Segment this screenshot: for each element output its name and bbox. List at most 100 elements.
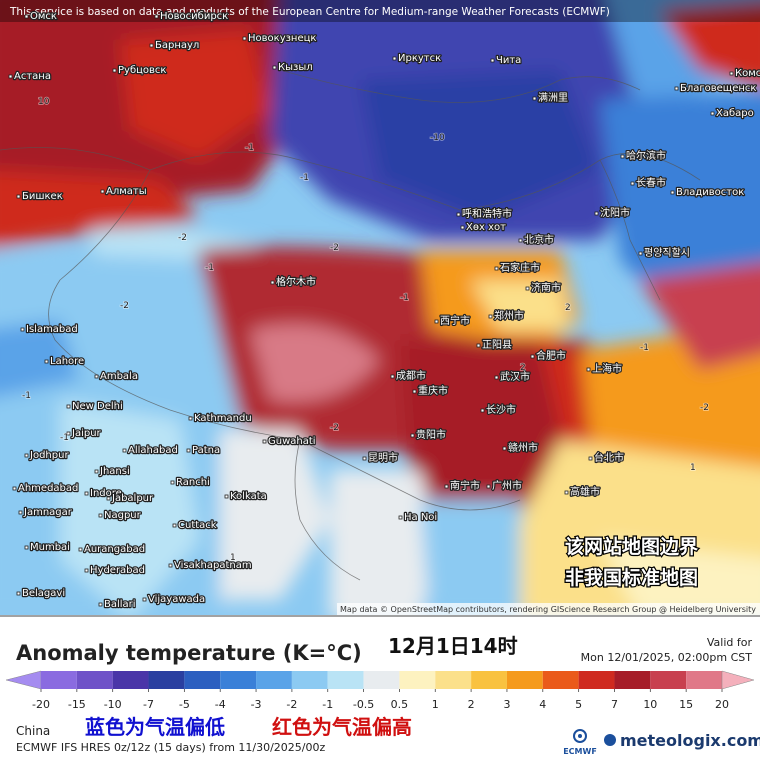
city-label: 北京市 [524,233,554,246]
city-dot [434,319,439,324]
city-label: 长春市 [636,176,666,189]
city-dot [525,286,530,291]
colorbar-segment [435,671,472,689]
city-dot [100,189,105,194]
colorbar-tick-label: 10 [643,698,657,711]
colorbar-segment [148,671,185,689]
colorbar-tick-label: -4 [215,698,226,711]
note-warm: 红色为气温偏高 [272,715,412,739]
colorbar-tick-label: -3 [251,698,262,711]
city-label: Hyderabad [90,565,145,576]
legend-title: Anomaly temperature (K=°C) [16,641,362,665]
city-dot [24,453,29,458]
city-dot [710,111,715,116]
city-label: 合肥市 [536,349,566,362]
contour-label: -10 [430,133,445,143]
city-label: Владивосток [676,187,744,198]
city-label: Allahabad [128,445,178,456]
city-dot [398,515,403,520]
city-dot [410,433,415,438]
city-label: Indore [90,488,122,499]
colorbar-segment [614,671,651,689]
disclaimer-line: 非我国标准地图 [565,566,698,589]
ecmwf-text: ECMWF [563,747,597,756]
city-label: 武汉市 [500,370,530,383]
contour-label: 10 [38,97,50,107]
valid-label: Valid for [707,636,753,649]
colorbar-tick-label: 5 [575,698,582,711]
colorbar-segment [506,671,543,689]
colorbar-segment [399,671,436,689]
city-dot [170,480,175,485]
city-dot [486,484,491,489]
colorbar-segment [76,671,113,689]
city-label: Комс [735,68,760,79]
city-dot [16,194,21,199]
city-label: Kathmandu [194,413,252,424]
city-label: Mumbai [30,542,70,553]
city-dot [98,602,103,607]
city-label: Jodhpur [29,450,69,461]
contour-label: -1 [400,293,409,303]
city-label: Kolkata [230,491,267,502]
city-dot [494,375,499,380]
colorbar-tick-label: 0.5 [391,698,409,711]
contour-label: -1 [60,433,69,443]
colorbar-tick-label: 1 [432,698,439,711]
city-dot [242,36,247,41]
colorbar-segment [327,671,364,689]
city-label: Иркутск [398,53,441,64]
colorbar-tick-label: -20 [32,698,50,711]
city-label: 台北市 [594,451,624,464]
city-label: Омск [30,11,57,22]
city-label: Ranchi [176,477,210,488]
city-dot [460,225,465,230]
city-label: 成都市 [396,369,426,382]
colorbar-tick-label: -15 [68,698,86,711]
city-dot [188,416,193,421]
city-dot [270,280,275,285]
city-label: 赣州市 [508,441,538,454]
city-label: 평양직할시 [644,247,690,259]
city-label: 重庆市 [418,384,448,397]
contour-label: -1 [22,391,31,401]
city-label: Рубцовск [118,65,166,76]
city-dot [66,404,71,409]
colorbar-segment [650,671,687,689]
city-dot [186,448,191,453]
attribution: Map data © OpenStreetMap contributors, r… [340,605,756,614]
city-label: Барнаул [155,40,199,51]
colorbar-tick-label: 4 [539,698,546,711]
city-label: Хабаро [716,108,754,119]
contour-labels: -1 -2 -10 -1 -2 -1 10 -2 -1 2 -1 -2 -1 2 1 -1 -2 1 [21,96,709,564]
borders [0,69,701,581]
city-label: Nagpur [104,510,142,521]
city-dot [24,14,29,19]
colorbar-tick-label: -1 [322,698,333,711]
city-dot [122,448,127,453]
city-label: 郑州市 [494,309,524,322]
city-label: Lahore [50,356,84,367]
colorbar-segment [220,671,257,689]
city-dot [630,181,635,186]
city-dot [44,359,49,364]
city-dot [638,251,643,256]
colorbar-segment [363,671,400,689]
city-dot [456,212,461,217]
city-label: Aurangabad [84,544,145,555]
city-dot [674,86,679,91]
colorbar: -20 -15 -10 -7 -5 -4 -3 -2 -1 -0.5 0.5 1 2 3 4 5 7 10 15 20 [5,670,755,711]
city-dot [390,374,395,379]
notice: This service is based on data and produc… [9,6,610,18]
city-dot [20,327,25,332]
city-dot [530,354,535,359]
city-dot [18,510,23,515]
colorbar-segment [256,671,292,689]
region: China [16,724,50,738]
contour-label: 1 [230,553,236,563]
valid-time: Mon 12/01/2025, 02:00pm CST [581,651,753,664]
city-label: 长沙市 [486,403,516,416]
colorbar-tick-label: 7 [611,698,618,711]
city-dot [66,431,71,436]
